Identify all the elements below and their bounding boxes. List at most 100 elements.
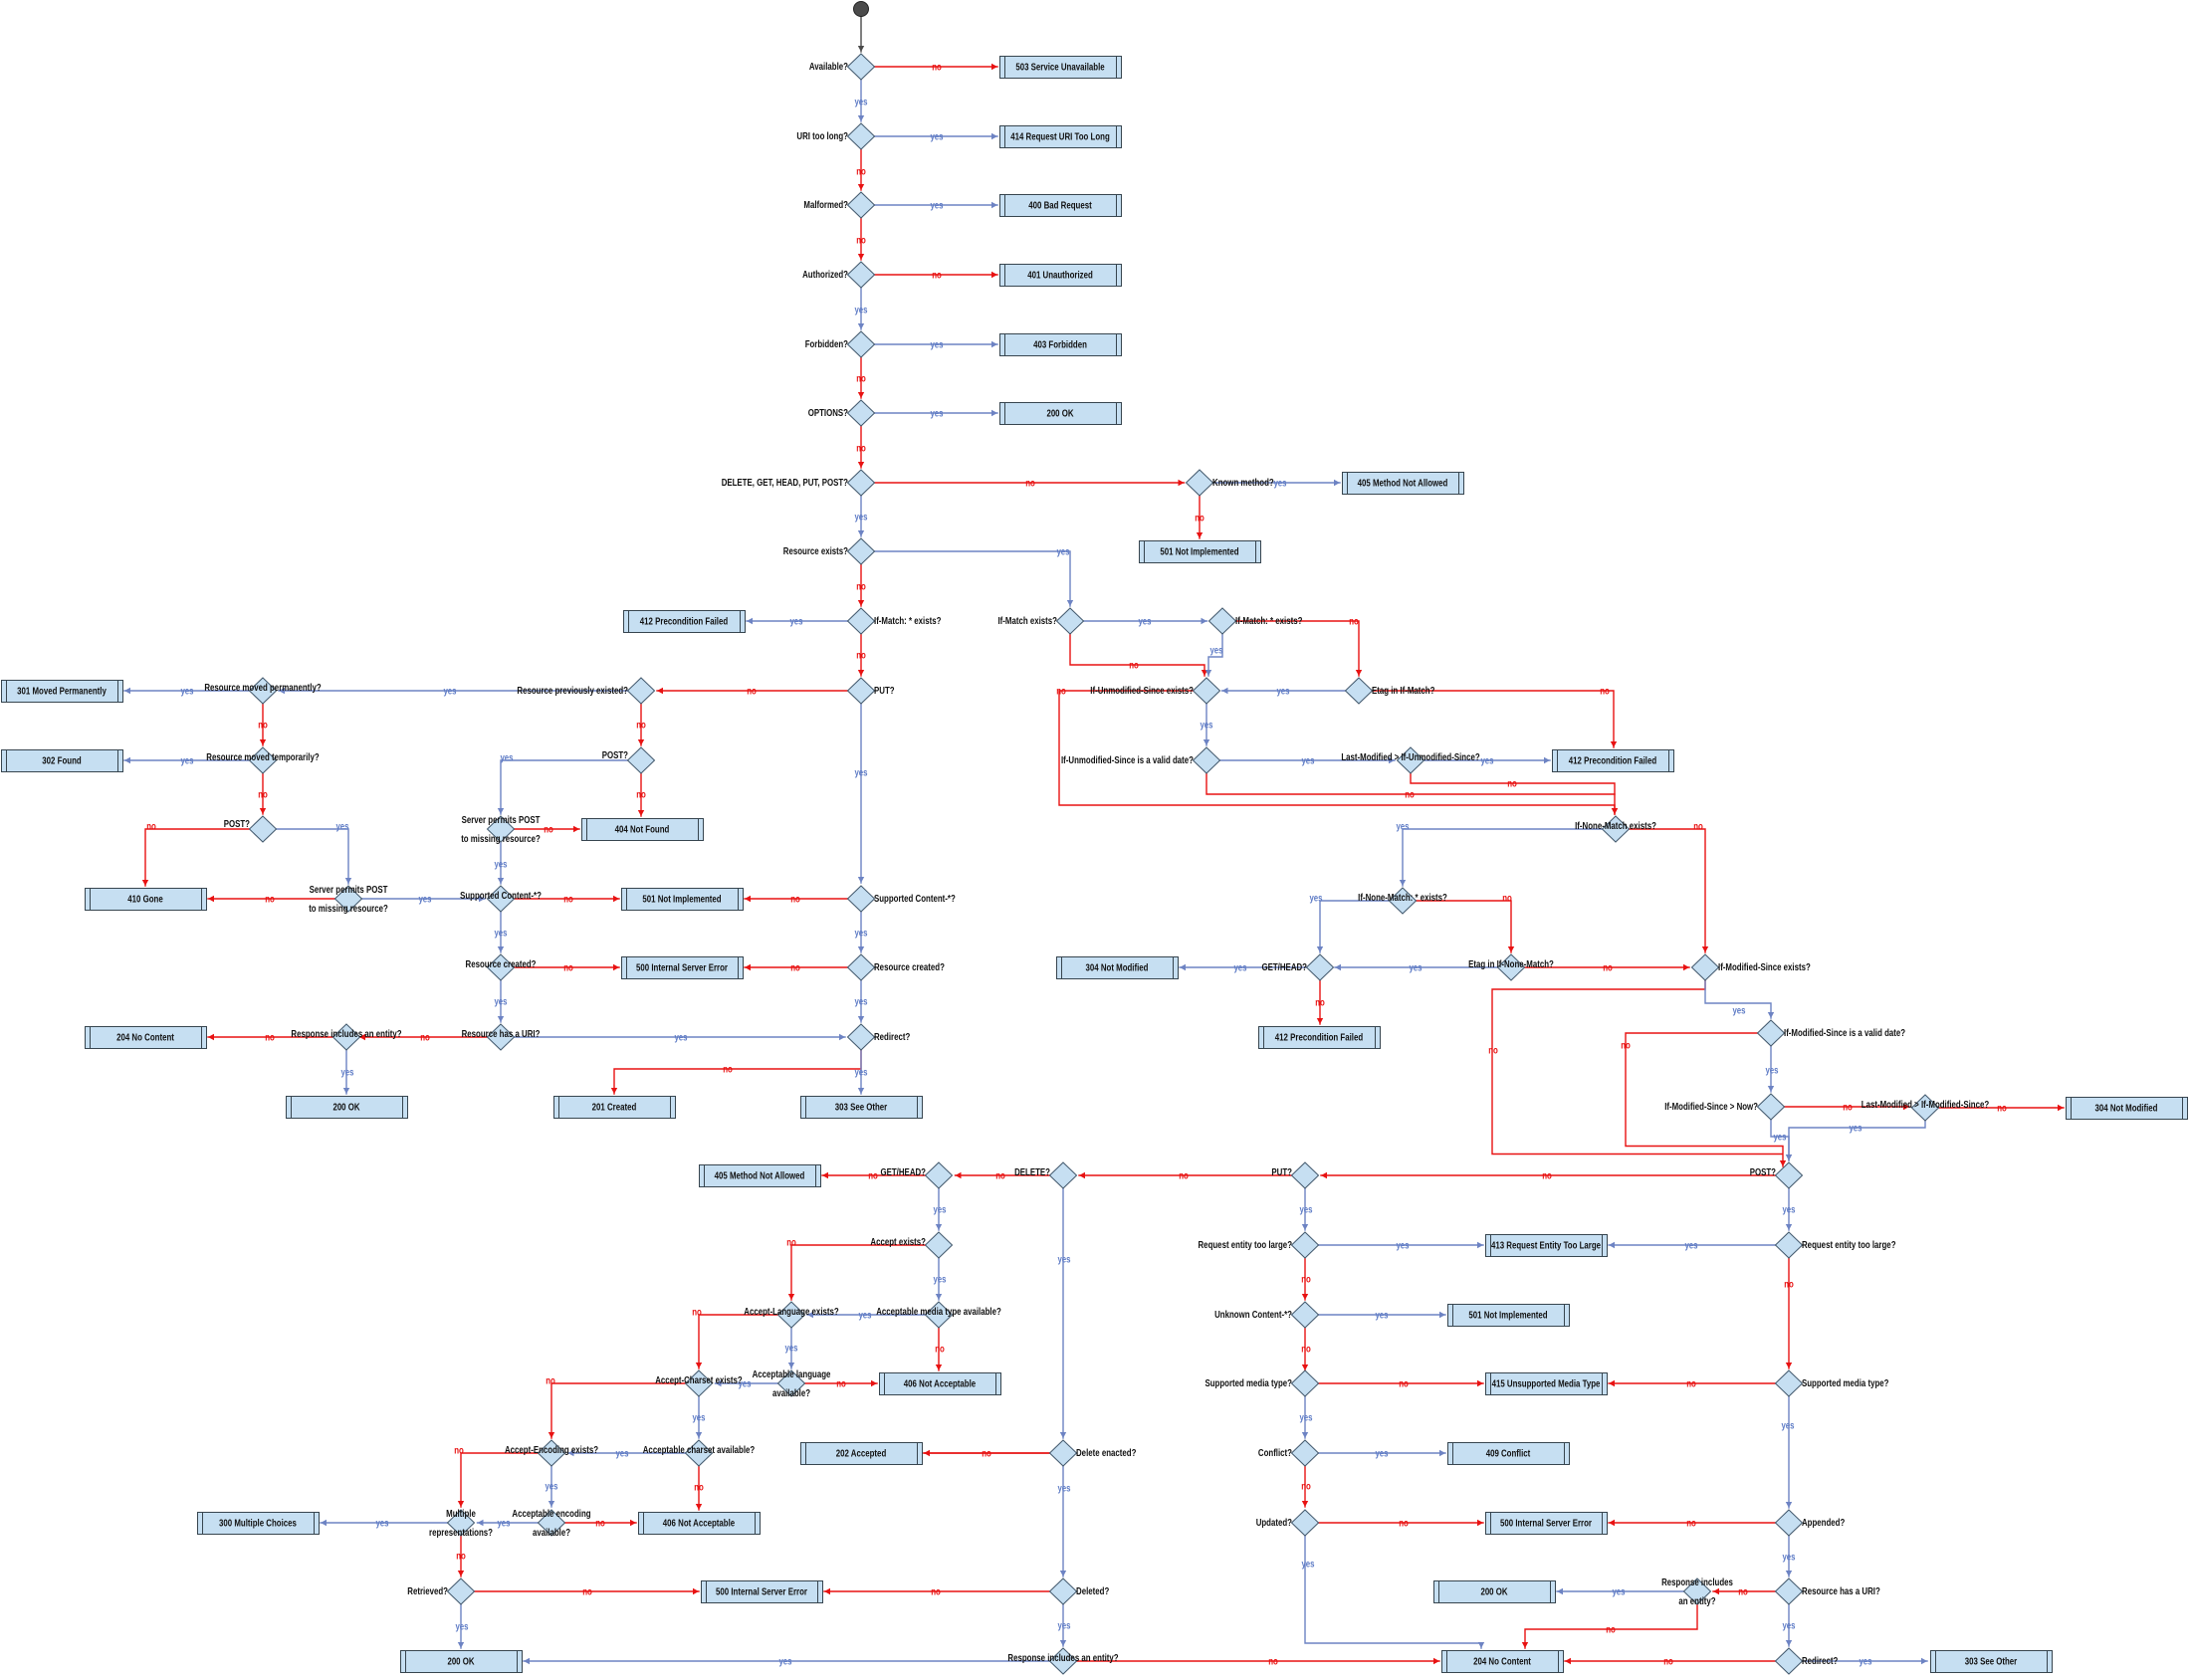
- svg-text:yes: yes: [497, 1518, 510, 1530]
- svg-text:URI too long?: URI too long?: [796, 130, 848, 142]
- svg-text:no: no: [258, 789, 268, 801]
- svg-text:no: no: [723, 1064, 733, 1076]
- svg-text:412 Precondition Failed: 412 Precondition Failed: [640, 616, 728, 628]
- svg-text:no: no: [932, 62, 942, 74]
- svg-text:no: no: [1738, 1586, 1748, 1598]
- svg-text:yes: yes: [1612, 1586, 1625, 1598]
- svg-text:no: no: [1693, 821, 1703, 833]
- svg-text:Supported Content-*?: Supported Content-*?: [874, 893, 956, 905]
- svg-text:If-Modified-Since > Now?: If-Modified-Since > Now?: [1664, 1101, 1758, 1113]
- svg-text:414 Request URI Too Long: 414 Request URI Too Long: [1010, 131, 1110, 143]
- svg-text:OPTIONS?: OPTIONS?: [808, 407, 848, 419]
- svg-text:yes: yes: [789, 616, 802, 628]
- svg-text:no: no: [1606, 1624, 1616, 1636]
- svg-text:no: no: [786, 1237, 796, 1249]
- svg-text:If-Modified-Since exists?: If-Modified-Since exists?: [1718, 961, 1811, 973]
- svg-text:Response includes an entity?: Response includes an entity?: [291, 1028, 401, 1040]
- svg-text:404 Not Found: 404 Not Found: [615, 824, 670, 836]
- svg-text:yes: yes: [930, 200, 943, 212]
- svg-text:500 Internal Server Error: 500 Internal Server Error: [636, 962, 728, 974]
- svg-text:Response includes an entity?: Response includes an entity?: [1007, 1652, 1118, 1664]
- svg-text:Acceptable language: Acceptable language: [753, 1368, 831, 1380]
- svg-text:Known method?: Known method?: [1212, 477, 1274, 489]
- svg-text:no: no: [258, 720, 268, 732]
- svg-text:If-None-Match: * exists?: If-None-Match: * exists?: [1358, 892, 1447, 904]
- svg-text:yes: yes: [545, 1481, 557, 1493]
- svg-text:301 Moved Permanently: 301 Moved Permanently: [17, 686, 107, 698]
- svg-text:GET/HEAD?: GET/HEAD?: [1262, 961, 1308, 973]
- svg-text:no: no: [856, 373, 866, 385]
- svg-text:yes: yes: [1409, 962, 1422, 974]
- svg-text:Multiple: Multiple: [446, 1508, 476, 1520]
- svg-text:POST?: POST?: [1750, 1166, 1776, 1178]
- svg-text:yes: yes: [854, 97, 867, 108]
- svg-text:503 Service Unavailable: 503 Service Unavailable: [1015, 62, 1104, 74]
- svg-text:yes: yes: [854, 1067, 867, 1079]
- svg-text:no: no: [856, 581, 866, 593]
- svg-text:yes: yes: [494, 996, 507, 1008]
- svg-text:yes: yes: [1782, 1620, 1795, 1632]
- svg-text:204 No Content: 204 No Content: [116, 1032, 174, 1044]
- svg-text:yes: yes: [1773, 1132, 1786, 1144]
- svg-text:yes: yes: [1396, 1240, 1409, 1252]
- svg-text:yes: yes: [494, 859, 507, 871]
- svg-text:403 Forbidden: 403 Forbidden: [1033, 339, 1087, 351]
- svg-text:DELETE?: DELETE?: [1014, 1166, 1050, 1178]
- svg-text:Delete enacted?: Delete enacted?: [1076, 1447, 1136, 1459]
- svg-text:yes: yes: [930, 408, 943, 420]
- svg-text:Accept-Charset exists?: Accept-Charset exists?: [655, 1374, 743, 1386]
- svg-text:PUT?: PUT?: [874, 685, 895, 697]
- svg-text:412 Precondition Failed: 412 Precondition Failed: [1275, 1032, 1363, 1044]
- svg-text:yes: yes: [1138, 616, 1151, 628]
- svg-text:yes: yes: [1782, 1552, 1795, 1564]
- svg-text:yes: yes: [375, 1518, 388, 1530]
- svg-text:yes: yes: [180, 686, 193, 698]
- svg-text:no: no: [1399, 1378, 1409, 1390]
- svg-text:302 Found: 302 Found: [42, 755, 81, 767]
- svg-text:501 Not Implemented: 501 Not Implemented: [642, 894, 721, 906]
- svg-text:Appended?: Appended?: [1802, 1517, 1845, 1529]
- svg-text:no: no: [692, 1307, 702, 1319]
- svg-text:no: no: [1600, 686, 1610, 698]
- svg-text:no: no: [836, 1378, 846, 1390]
- svg-text:yes: yes: [854, 928, 867, 940]
- svg-text:GET/HEAD?: GET/HEAD?: [881, 1166, 927, 1178]
- svg-text:yes: yes: [1375, 1448, 1388, 1460]
- svg-text:yes: yes: [1057, 1254, 1070, 1266]
- svg-text:Conflict?: Conflict?: [1258, 1447, 1292, 1459]
- svg-text:yes: yes: [1276, 686, 1289, 698]
- svg-text:Acceptable encoding: Acceptable encoding: [512, 1508, 590, 1520]
- svg-text:no: no: [265, 894, 275, 906]
- svg-text:no: no: [856, 166, 866, 178]
- svg-text:200 OK: 200 OK: [447, 1656, 474, 1668]
- svg-text:yes: yes: [784, 1343, 797, 1355]
- svg-text:405 Method Not Allowed: 405 Method Not Allowed: [1358, 478, 1448, 490]
- svg-text:Acceptable charset available?: Acceptable charset available?: [643, 1444, 756, 1456]
- svg-text:Supported media type?: Supported media type?: [1205, 1377, 1293, 1389]
- svg-text:POST?: POST?: [602, 749, 628, 761]
- svg-text:no: no: [595, 1518, 605, 1530]
- svg-text:Resource previously existed?: Resource previously existed?: [517, 685, 628, 697]
- svg-text:no: no: [1349, 616, 1359, 628]
- svg-text:Forbidden?: Forbidden?: [805, 338, 848, 350]
- svg-text:Updated?: Updated?: [1256, 1517, 1292, 1529]
- svg-text:303 See Other: 303 See Other: [835, 1102, 888, 1114]
- svg-text:no: no: [1603, 962, 1613, 974]
- svg-text:no: no: [868, 1170, 878, 1182]
- svg-text:no: no: [454, 1445, 464, 1457]
- svg-text:no: no: [456, 1551, 466, 1563]
- svg-text:yes: yes: [930, 131, 943, 143]
- svg-text:Resource moved permanently?: Resource moved permanently?: [204, 682, 321, 694]
- svg-text:yes: yes: [930, 339, 943, 351]
- svg-text:Supported Content-*?: Supported Content-*?: [460, 890, 542, 902]
- svg-text:yes: yes: [615, 1448, 628, 1460]
- svg-text:If-None-Match exists?: If-None-Match exists?: [1575, 820, 1656, 832]
- svg-text:yes: yes: [1056, 546, 1069, 558]
- svg-text:yes: yes: [933, 1274, 946, 1286]
- svg-text:Accept-Encoding exists?: Accept-Encoding exists?: [505, 1444, 598, 1456]
- svg-text:no: no: [636, 720, 646, 732]
- svg-text:Request entity too large?: Request entity too large?: [1199, 1239, 1293, 1251]
- svg-text:available?: available?: [772, 1387, 810, 1399]
- svg-text:no: no: [1301, 1344, 1311, 1356]
- svg-text:yes: yes: [778, 1656, 791, 1668]
